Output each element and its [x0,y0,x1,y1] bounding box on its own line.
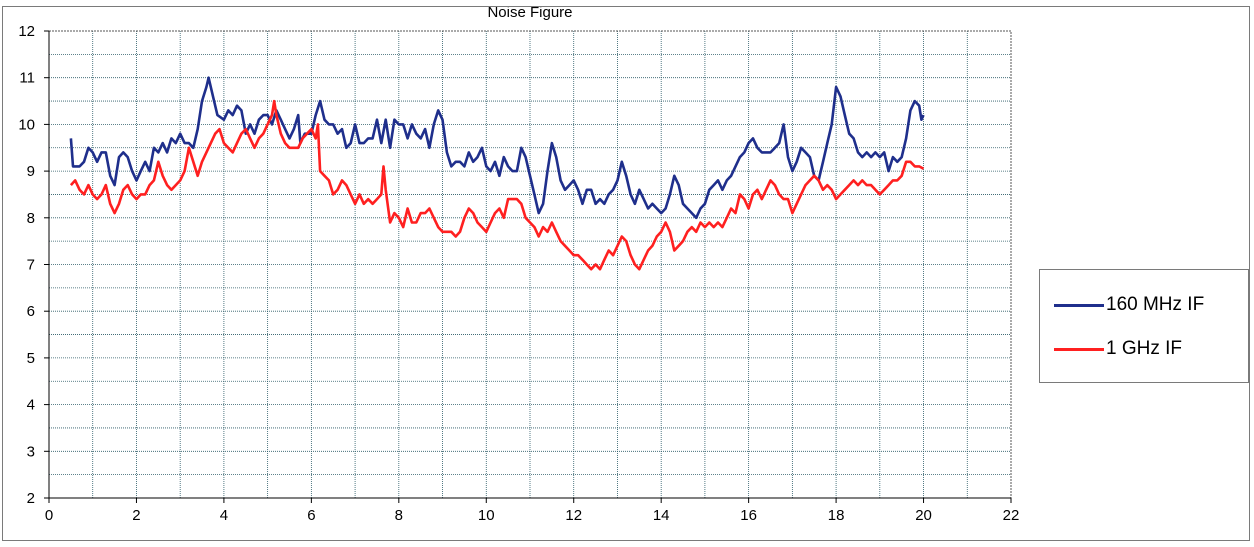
legend-swatch-1ghz [1054,347,1104,351]
y-tick-label: 7 [27,257,35,274]
legend: 160 MHz IF 1 GHz IF [1039,269,1249,383]
y-tick-label: 12 [18,23,35,40]
series-line-160mhz-if [69,76,925,220]
y-tick-label: 2 [27,490,35,507]
x-tick-label: 22 [1003,507,1020,524]
x-tick-label: 8 [395,507,403,524]
legend-label-160mhz: 160 MHz IF [1106,294,1205,315]
x-tick-label: 12 [565,507,582,524]
grid-lines [49,31,1011,498]
x-tick-label: 2 [132,507,140,524]
legend-item-160mhz: 160 MHz IF [1054,293,1204,317]
chart-svg: Noise Figure 0 2 4 6 8 10 12 14 16 18 20 2223456789… [18,7,1019,524]
x-tick-label: 4 [220,507,228,524]
y-tick-label: 9 [27,163,35,180]
x-tick-label: 18 [828,507,845,524]
legend-label-1ghz: 1 GHz IF [1106,338,1183,359]
chart-area: Noise Figure 0 2 4 6 8 10 12 14 16 18 20 22 2 3 4 5 6 7 8 9… [2,6,1250,541]
legend-item-1ghz: 1 GHz IF [1054,337,1182,361]
legend-swatch-160mhz [1054,303,1104,307]
y-tick-label: 6 [27,303,35,320]
y-tick-label: 3 [27,443,35,460]
series-line-1ghz-if [69,99,925,271]
y-tick-label: 8 [27,210,35,227]
x-tick-label: 10 [478,507,495,524]
chart-title: Noise Figure [487,7,572,21]
y-tick-label: 5 [27,350,35,367]
y-tick-label: 4 [27,397,35,414]
x-tick-label: 16 [740,507,757,524]
x-tick-label: 6 [307,507,315,524]
x-tick-label: 14 [653,507,670,524]
x-tick-label: 0 [45,507,53,524]
series-lines [69,76,925,271]
x-tick-label: 20 [915,507,932,524]
y-tick-label: 10 [18,116,35,133]
y-tick-label: 11 [19,70,35,87]
